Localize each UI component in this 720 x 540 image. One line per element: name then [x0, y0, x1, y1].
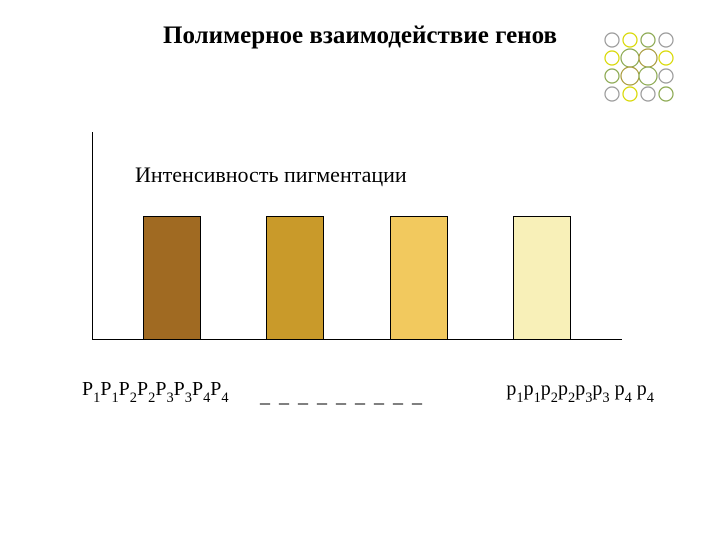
allele-subscript: 4	[203, 390, 210, 406]
allele-letter: p	[541, 378, 551, 400]
allele-letter: P	[155, 378, 166, 400]
allele-subscript: 4	[221, 390, 228, 406]
allele-subscript: 4	[647, 390, 654, 406]
genotype-recessive: p1p1p2p2p3p3 p4 p4	[506, 378, 654, 405]
pigmentation-chart	[92, 200, 622, 340]
allele-letter: p	[592, 378, 602, 400]
allele-subscript: 3	[602, 390, 609, 406]
allele-letter: P	[174, 378, 185, 400]
bar-2	[266, 216, 324, 340]
allele-subscript: 3	[185, 390, 192, 406]
genotype-dominant: P1P1P2P2P3P3P4P4	[82, 378, 229, 405]
bar-4	[513, 216, 571, 340]
allele-subscript: 1	[534, 390, 541, 406]
decorative-dots	[600, 28, 686, 114]
allele-subscript: 4	[625, 390, 632, 406]
allele-subscript: 2	[130, 390, 137, 406]
allele-subscript: 3	[166, 390, 173, 406]
allele-letter: p	[506, 378, 516, 400]
allele-subscript: 1	[93, 390, 100, 406]
allele-letter: P	[137, 378, 148, 400]
allele-subscript: 2	[551, 390, 558, 406]
allele-subscript: 2	[148, 390, 155, 406]
bar-1	[143, 216, 201, 340]
allele-letter: P	[210, 378, 221, 400]
allele-subscript: 3	[585, 390, 592, 406]
allele-letter: p	[558, 378, 568, 400]
subtitle: Интенсивность пигментации	[135, 162, 407, 188]
allele-letter: p	[632, 378, 647, 400]
allele-letter: P	[100, 378, 111, 400]
allele-subscript: 2	[568, 390, 575, 406]
allele-letter: p	[610, 378, 625, 400]
allele-letter: P	[192, 378, 203, 400]
allele-subscript: 1	[516, 390, 523, 406]
bars-container	[92, 200, 622, 340]
allele-letter: p	[524, 378, 534, 400]
allele-letter: P	[82, 378, 93, 400]
allele-letter: p	[575, 378, 585, 400]
genotype-gradient-dashes: _ _ _ _ _ _ _ _ _	[260, 385, 424, 408]
allele-letter: P	[119, 378, 130, 400]
allele-subscript: 1	[111, 390, 118, 406]
bar-3	[390, 216, 448, 340]
